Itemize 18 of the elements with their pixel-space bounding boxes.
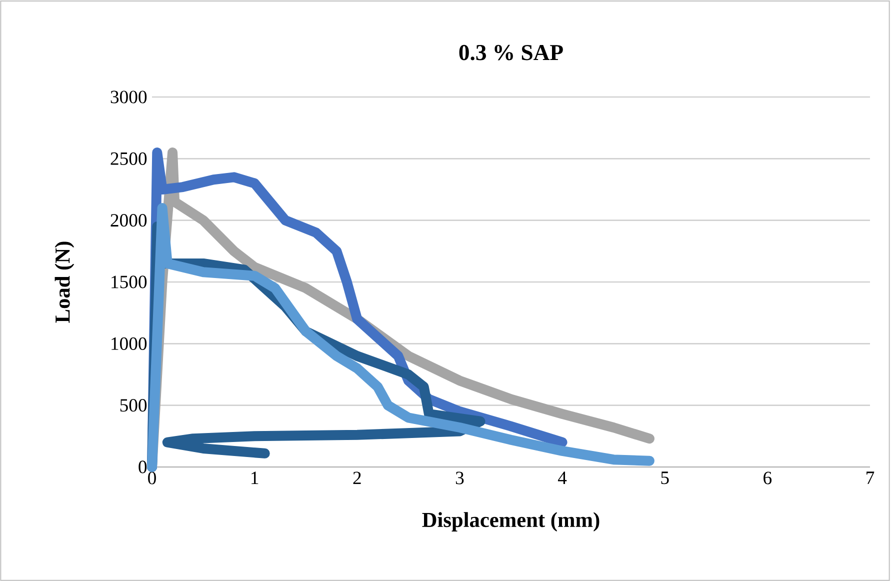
x-axis-title: Displacement (mm) <box>422 512 600 532</box>
y-tick-label: 0 <box>138 460 147 474</box>
chart-title: 0.3 % SAP <box>459 44 563 60</box>
x-tick-label: 6 <box>764 472 772 484</box>
y-tick-label: 3000 <box>110 90 147 104</box>
x-tick-label: 7 <box>866 472 874 484</box>
y-axis-title: Load (N) <box>54 242 74 323</box>
y-tick-label: 2000 <box>110 214 147 227</box>
y-tick-label: 1500 <box>112 276 147 288</box>
y-tick-label: 500 <box>120 399 147 412</box>
x-tick-label: 5 <box>661 472 669 484</box>
x-tick-label: 1 <box>252 472 258 484</box>
x-tick-label: 4 <box>558 472 567 484</box>
y-tick-label: 2500 <box>110 152 147 165</box>
y-tick-label: 1000 <box>112 337 147 350</box>
x-tick-label: 2 <box>353 472 361 484</box>
x-tick-label: 0 <box>148 472 156 484</box>
x-tick-label: 3 <box>456 472 464 484</box>
